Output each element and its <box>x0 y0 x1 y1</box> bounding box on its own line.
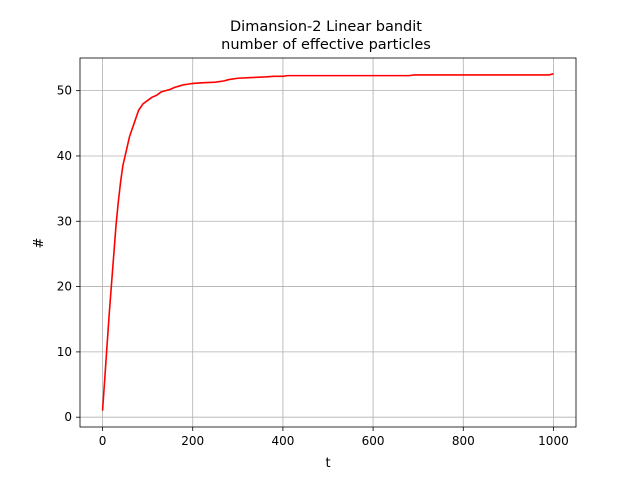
y-tick-label: 40 <box>57 149 72 163</box>
series-line <box>101 72 554 411</box>
plot-frame <box>79 57 577 428</box>
x-tick-label: 800 <box>452 434 475 448</box>
x-axis-label: t <box>325 456 330 471</box>
y-tick-label: 20 <box>57 280 72 294</box>
grid-lines <box>80 58 576 427</box>
y-tick-label: 10 <box>57 345 72 359</box>
x-tick-label: 1000 <box>538 434 569 448</box>
y-axis-label: # <box>32 238 47 249</box>
y-tick-label: 50 <box>57 84 72 98</box>
x-tick-label: 200 <box>181 434 204 448</box>
chart-title: Dimansion-2 Linear bandit <box>230 19 422 35</box>
plot-series <box>101 72 554 411</box>
x-tick-label: 0 <box>99 434 107 448</box>
x-tick-label: 400 <box>271 434 294 448</box>
x-tick-label: 600 <box>362 434 385 448</box>
y-tick-label: 0 <box>64 410 72 424</box>
chart-subtitle: number of effective particles <box>221 37 431 53</box>
y-tick-label: 30 <box>57 214 72 228</box>
axis-ticks: 0 200 400 600 800 1000 0 10 20 30 40 50 <box>57 84 569 448</box>
